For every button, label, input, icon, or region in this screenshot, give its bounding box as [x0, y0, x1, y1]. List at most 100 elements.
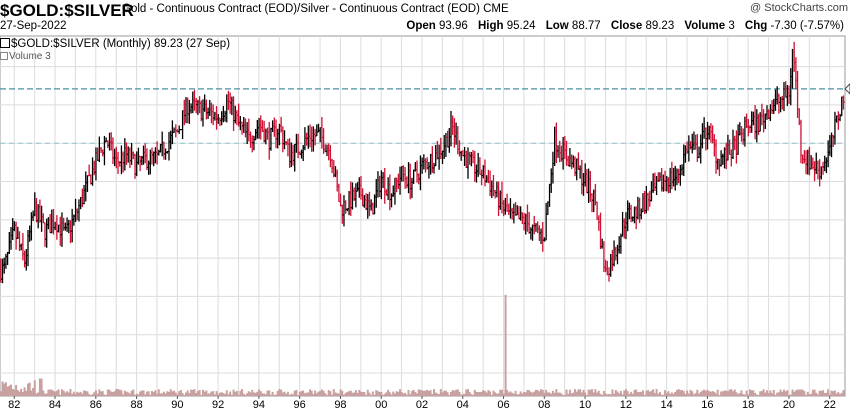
- volume-bar: [764, 392, 767, 396]
- volume-bar: [825, 392, 828, 396]
- volume-bar: [220, 392, 223, 396]
- volume-bar: [421, 390, 424, 396]
- volume-bar: [348, 391, 351, 396]
- volume-bar: [166, 391, 169, 396]
- volume-bar: [516, 394, 519, 396]
- volume-bar: [716, 389, 719, 396]
- volume-bar: [217, 394, 220, 396]
- volume-bar: [652, 389, 655, 396]
- volume-bar: [1, 381, 4, 396]
- volume-bar: [670, 392, 673, 396]
- volume-bar: [546, 392, 549, 396]
- volume-bar: [521, 393, 524, 396]
- volume-bar: [818, 390, 821, 396]
- legend-swatch-icon: [0, 38, 10, 48]
- volume-bar: [295, 389, 298, 396]
- volume-bar: [235, 390, 238, 396]
- volume-bar: [375, 390, 378, 396]
- volume-bar: [429, 390, 432, 396]
- volume-bar: [196, 391, 199, 396]
- volume-value: 3: [728, 20, 735, 32]
- volume-bar: [536, 390, 539, 396]
- volume-bar: [171, 391, 174, 396]
- volume-bar: [740, 390, 743, 396]
- volume-bar: [122, 394, 125, 396]
- volume-bar: [412, 389, 415, 396]
- x-axis-tick-label: 18: [742, 399, 754, 411]
- volume-bar: [229, 391, 232, 396]
- volume-bar: [662, 394, 665, 396]
- volume-bar: [26, 383, 29, 396]
- volume-bar: [286, 391, 289, 396]
- volume-bar: [161, 393, 164, 396]
- volume-bar: [266, 390, 269, 396]
- volume-bar: [45, 393, 48, 396]
- volume-bar: [631, 393, 634, 396]
- volume-bar: [135, 393, 138, 396]
- volume-bar: [151, 391, 154, 396]
- volume-bar: [268, 390, 271, 396]
- volume-bar: [499, 389, 502, 396]
- volume-bar: [76, 391, 79, 396]
- volume-bar: [419, 389, 422, 396]
- volume-bar: [640, 391, 643, 396]
- volume-bar: [378, 391, 381, 396]
- volume-bar: [653, 393, 656, 396]
- volume-bar: [796, 389, 799, 396]
- volume-bar: [689, 389, 692, 396]
- volume-bar: [164, 393, 167, 396]
- volume-bar: [416, 393, 419, 396]
- volume-bar: [280, 389, 283, 396]
- volume-bar: [4, 382, 7, 396]
- volume-bar: [648, 391, 651, 396]
- close-label: Close: [610, 20, 643, 32]
- volume-bar: [665, 392, 668, 396]
- volume-bar: [715, 393, 718, 396]
- volume-bar: [349, 390, 352, 396]
- volume-bar: [71, 393, 74, 396]
- volume-bar: [38, 378, 41, 396]
- volume-bar: [74, 393, 77, 396]
- volume-bar: [645, 390, 648, 396]
- volume-bar: [755, 394, 758, 396]
- volume-bar: [49, 389, 52, 396]
- volume-bar: [169, 389, 172, 396]
- volume-bar: [691, 391, 694, 396]
- volume-bar: [495, 393, 498, 396]
- volume-bar: [626, 391, 629, 396]
- volume-bar: [52, 390, 55, 396]
- volume-bar: [288, 394, 291, 396]
- volume-bar: [57, 389, 60, 396]
- volume-bar: [711, 391, 714, 396]
- x-axis-tick-label: 84: [49, 399, 61, 411]
- volume-bar: [636, 392, 639, 396]
- volume-bar: [410, 391, 413, 396]
- instrument-description: Gold - Continuous Contract (EOD)/Silver …: [122, 3, 509, 15]
- volume-bar: [782, 389, 785, 396]
- high-label: High: [477, 20, 504, 32]
- volume-bar: [55, 390, 58, 396]
- volume-bar: [331, 394, 334, 396]
- volume-bar: [511, 392, 514, 396]
- volume-bar: [147, 391, 150, 396]
- volume-bar: [241, 389, 244, 396]
- volume-bar: [528, 390, 531, 396]
- volume-bar: [842, 390, 845, 396]
- volume-bar: [400, 391, 403, 396]
- volume-bar: [302, 390, 305, 396]
- volume-bar: [579, 389, 582, 396]
- volume-bar: [614, 390, 617, 396]
- volume-bar: [293, 390, 296, 396]
- volume-bar: [828, 394, 831, 396]
- volume-bar: [820, 390, 823, 396]
- volume-bar: [460, 394, 463, 396]
- volume-bar: [718, 394, 721, 396]
- volume-bar: [813, 389, 816, 396]
- volume-legend: Volume 3: [0, 51, 51, 62]
- x-axis-tick-label: 20: [783, 399, 795, 411]
- volume-bar: [426, 389, 429, 396]
- volume-swatch-icon: [0, 52, 8, 60]
- volume-bar: [315, 393, 318, 396]
- volume-bar: [555, 389, 558, 396]
